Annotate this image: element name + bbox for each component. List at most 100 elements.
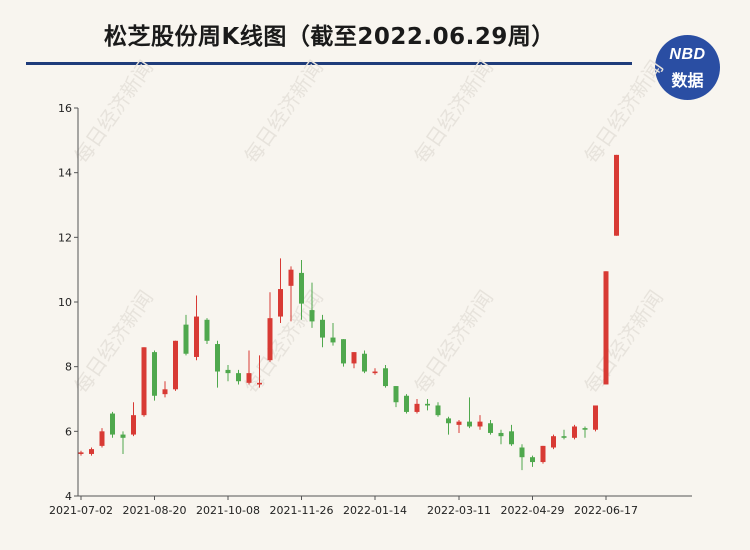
candle-body bbox=[488, 423, 493, 433]
candle bbox=[152, 350, 157, 401]
candle-body bbox=[299, 272, 304, 304]
candle-body bbox=[330, 337, 336, 343]
candle bbox=[215, 340, 220, 388]
candle-body bbox=[530, 457, 535, 463]
candle bbox=[320, 314, 325, 348]
candle bbox=[383, 365, 388, 388]
candle-body bbox=[194, 316, 199, 357]
candle-body bbox=[351, 352, 357, 364]
watermark-text: 每日经济新闻 bbox=[409, 286, 497, 398]
title-underline bbox=[26, 62, 632, 65]
candle-body bbox=[341, 339, 346, 364]
candle bbox=[393, 386, 399, 408]
candle-body bbox=[603, 271, 609, 385]
candle bbox=[131, 402, 136, 437]
candle bbox=[603, 271, 609, 385]
candle-body bbox=[540, 445, 546, 463]
candle-body bbox=[414, 403, 420, 412]
candle-body bbox=[204, 319, 210, 341]
x-tick-label: 2021-08-20 bbox=[123, 504, 187, 517]
candle-body bbox=[551, 436, 556, 448]
x-tick-label: 2021-07-02 bbox=[49, 504, 113, 517]
candle-body bbox=[320, 319, 325, 338]
x-tick-label: 2021-10-08 bbox=[196, 504, 260, 517]
y-tick-label: 10 bbox=[58, 296, 72, 309]
x-tick-label: 2022-03-11 bbox=[427, 504, 491, 517]
candle-body bbox=[561, 436, 567, 438]
candle bbox=[330, 323, 336, 346]
candle-body bbox=[383, 368, 388, 387]
x-tick-label: 2021-11-26 bbox=[270, 504, 334, 517]
candle-body bbox=[467, 421, 472, 427]
watermark-text: 每日经济新闻 bbox=[409, 56, 497, 168]
candle bbox=[99, 428, 105, 448]
candle-body bbox=[120, 434, 126, 438]
candle bbox=[561, 429, 567, 440]
candle-body bbox=[236, 373, 241, 382]
candle-body bbox=[183, 324, 189, 354]
candle bbox=[351, 352, 357, 369]
watermark-text: 每日经济新闻 bbox=[239, 286, 327, 398]
candle-body bbox=[152, 352, 157, 396]
candle-body bbox=[393, 386, 399, 403]
candle-body bbox=[498, 432, 504, 437]
candle bbox=[341, 339, 346, 367]
candle bbox=[593, 405, 598, 432]
y-tick-label: 16 bbox=[58, 102, 72, 115]
candle-body bbox=[509, 431, 514, 445]
candle bbox=[299, 259, 304, 320]
candle bbox=[89, 447, 94, 456]
candle bbox=[372, 368, 378, 375]
candle bbox=[530, 455, 535, 467]
candle bbox=[582, 426, 588, 438]
y-tick-label: 4 bbox=[65, 490, 72, 503]
candle-body bbox=[246, 373, 252, 383]
candle bbox=[110, 411, 115, 438]
candle bbox=[425, 399, 430, 411]
y-tick-label: 8 bbox=[65, 361, 72, 374]
candle-body bbox=[267, 318, 273, 361]
candle bbox=[236, 369, 241, 385]
candle-body bbox=[225, 369, 231, 374]
candle bbox=[257, 355, 262, 388]
candle bbox=[435, 402, 441, 417]
candle-body bbox=[309, 310, 315, 322]
candle-body bbox=[404, 395, 409, 412]
candle bbox=[551, 434, 556, 450]
candle-body bbox=[435, 405, 441, 416]
x-tick-label: 2022-01-14 bbox=[343, 504, 407, 517]
candle-body bbox=[288, 269, 294, 286]
candle-body bbox=[372, 371, 378, 374]
candle-body bbox=[582, 428, 588, 430]
candle bbox=[456, 420, 462, 433]
candle-body bbox=[215, 344, 220, 372]
candle bbox=[141, 347, 147, 417]
watermark-text: 每日经济新闻 bbox=[579, 286, 667, 398]
candle bbox=[288, 266, 294, 322]
watermark-text: 每日经济新闻 bbox=[239, 56, 327, 168]
candle bbox=[614, 154, 619, 236]
y-tick-label: 6 bbox=[65, 425, 72, 438]
candle bbox=[509, 424, 514, 446]
candle-body bbox=[456, 421, 462, 425]
watermark-text: 每日经济新闻 bbox=[69, 56, 157, 168]
candle-body bbox=[362, 353, 367, 372]
candle bbox=[540, 445, 546, 464]
nbd-logo: NBD 数据 bbox=[655, 35, 720, 100]
candle-body bbox=[131, 415, 136, 435]
candle-body bbox=[257, 382, 262, 385]
candle bbox=[225, 365, 231, 382]
candle bbox=[204, 318, 210, 345]
candle bbox=[194, 295, 199, 361]
y-tick-label: 12 bbox=[58, 231, 72, 244]
candle-body bbox=[89, 449, 94, 454]
x-tick-label: 2022-06-17 bbox=[574, 504, 638, 517]
watermark-text: 每日经济新闻 bbox=[579, 56, 667, 168]
candle-body bbox=[110, 413, 115, 435]
candle bbox=[446, 416, 451, 435]
candle-body bbox=[519, 447, 525, 458]
candle bbox=[362, 350, 367, 374]
candle bbox=[278, 258, 283, 324]
